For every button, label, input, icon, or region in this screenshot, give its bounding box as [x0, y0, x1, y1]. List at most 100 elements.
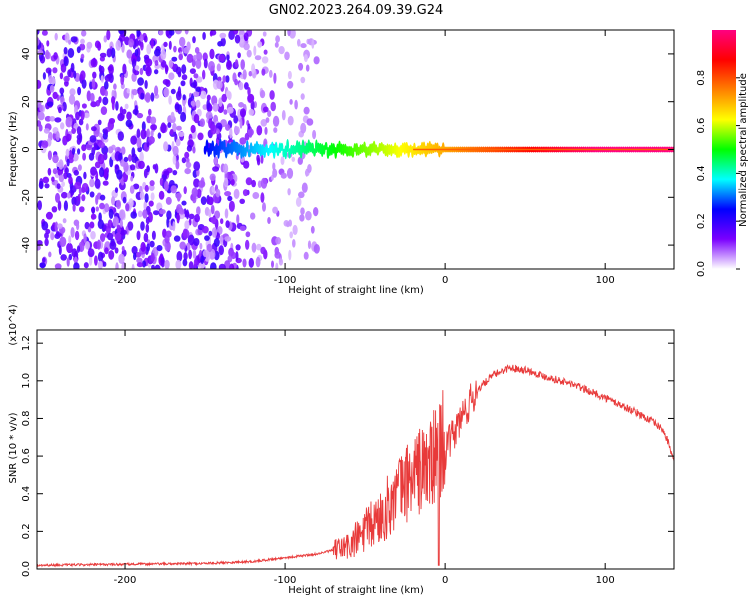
noise-blob — [91, 126, 97, 132]
noise-blob — [125, 203, 130, 212]
noise-blob — [196, 51, 203, 62]
noise-blob — [106, 48, 112, 58]
ridge-cell — [222, 139, 226, 153]
noise-blob — [41, 30, 48, 36]
noise-blob — [163, 170, 170, 176]
noise-blob — [145, 216, 150, 225]
noise-blob — [307, 240, 312, 249]
noise-blob — [111, 89, 115, 99]
noise-blob — [49, 116, 56, 122]
noise-blob — [42, 176, 50, 184]
noise-blob — [55, 192, 60, 203]
ridge-cell — [219, 138, 222, 152]
noise-blob — [300, 43, 307, 49]
noise-blob — [54, 221, 59, 233]
noise-blob — [136, 128, 141, 139]
colorbar-label: Normalized spectral amplitude — [738, 73, 749, 227]
noise-blob — [172, 154, 177, 165]
noise-blob — [286, 221, 290, 228]
noise-blob — [167, 122, 172, 128]
y-tick-label: -20 — [21, 189, 32, 205]
noise-blob — [286, 167, 294, 179]
noise-blob — [61, 181, 65, 188]
noise-blob — [141, 121, 146, 132]
noise-blob — [172, 170, 178, 176]
noise-blob — [94, 255, 98, 266]
noise-blob — [257, 41, 263, 48]
noise-blob — [60, 122, 65, 130]
noise-blob — [38, 181, 44, 190]
noise-blob — [115, 262, 119, 269]
noise-blob — [299, 214, 305, 222]
noise-blob — [226, 54, 230, 61]
noise-blob — [292, 239, 296, 248]
noise-blob — [202, 226, 209, 234]
noise-blob — [297, 38, 301, 47]
noise-blob — [234, 78, 239, 86]
noise-blob — [176, 125, 182, 131]
noise-blob — [186, 145, 192, 152]
noise-blob — [245, 231, 251, 238]
noise-blob — [48, 251, 52, 258]
noise-blob — [188, 213, 195, 220]
noise-blob — [186, 41, 191, 51]
noise-blob — [267, 110, 272, 117]
noise-blob — [183, 186, 187, 195]
ridge-cell — [205, 139, 209, 151]
noise-blob — [228, 200, 235, 212]
noise-blob — [215, 188, 221, 198]
noise-blob — [95, 100, 101, 107]
spectrogram-ylabel: Frequency (Hz) — [8, 111, 19, 187]
noise-blob — [170, 88, 176, 95]
noise-blob — [190, 82, 197, 88]
x-tick-label: 100 — [596, 275, 615, 286]
noise-blob — [112, 216, 119, 227]
noise-blob — [44, 183, 50, 189]
noise-blob — [157, 132, 162, 139]
noise-blob — [150, 252, 155, 262]
noise-blob — [228, 30, 235, 40]
noise-blob — [294, 99, 298, 110]
noise-blob — [57, 223, 63, 229]
noise-blob — [272, 115, 280, 127]
noise-blob — [246, 49, 252, 58]
noise-blob — [292, 224, 298, 236]
ridge-cell — [217, 145, 220, 159]
noise-blob — [48, 74, 53, 84]
noise-blob — [99, 65, 105, 74]
noise-blob — [89, 92, 95, 103]
noise-blob — [103, 35, 108, 43]
noise-blob — [99, 167, 105, 178]
noise-blob — [108, 250, 115, 260]
noise-blob — [168, 30, 175, 36]
x-tick-label: 100 — [596, 575, 615, 586]
noise-blob — [239, 225, 246, 231]
noise-blob — [81, 194, 86, 202]
noise-blob — [78, 118, 84, 126]
noise-blob — [144, 193, 149, 203]
noise-blob — [220, 37, 226, 47]
noise-blob — [200, 196, 207, 206]
x-tick-label: -100 — [274, 275, 297, 286]
noise-blob — [59, 72, 64, 80]
noise-blob — [274, 251, 281, 259]
noise-blob — [116, 169, 123, 180]
snr-frame — [36, 329, 675, 570]
noise-blob — [256, 157, 261, 166]
noise-blob — [136, 257, 143, 264]
noise-blob — [139, 67, 144, 76]
noise-blob — [95, 195, 99, 205]
noise-blob — [238, 81, 244, 91]
noise-blob — [41, 140, 49, 149]
noise-blob — [45, 211, 53, 220]
noise-blob — [37, 79, 42, 89]
noise-blob — [219, 32, 227, 39]
noise-blob — [149, 184, 155, 191]
noise-blob — [90, 101, 98, 108]
noise-blob — [257, 180, 262, 188]
noise-blob — [66, 133, 72, 142]
snr-scale-label: (x10^4) — [8, 304, 19, 345]
noise-blob — [52, 154, 59, 164]
noise-blob — [118, 153, 122, 161]
